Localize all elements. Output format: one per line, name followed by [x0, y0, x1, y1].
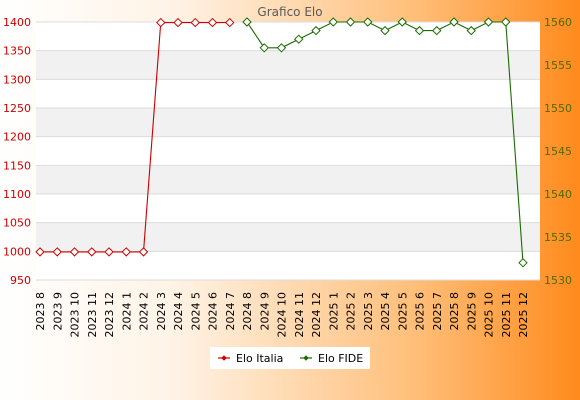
x-tick-label: 2024 11 — [293, 292, 306, 338]
x-tick-label: 2023 9 — [51, 292, 64, 331]
x-tick-label: 2025 8 — [448, 292, 461, 331]
x-tick-label: 2024 3 — [155, 292, 168, 331]
x-tick-label: 2023 11 — [86, 292, 99, 338]
x-tick-label: 2025 6 — [414, 292, 427, 331]
data-point — [483, 17, 494, 27]
left-tick-label: 1250 — [3, 102, 31, 115]
left-tick-label: 950 — [10, 274, 31, 287]
grid-band — [36, 165, 540, 194]
grid-band — [36, 194, 540, 223]
x-tick-label: 2025 3 — [362, 292, 375, 331]
right-tick-label: 1560 — [544, 16, 572, 29]
right-tick-label: 1535 — [544, 231, 572, 244]
right-tick-label: 1530 — [544, 274, 572, 287]
legend-marker — [221, 355, 227, 361]
data-point — [518, 258, 528, 268]
x-tick-label: 2023 12 — [103, 292, 116, 338]
x-tick-label: 2023 8 — [34, 292, 47, 331]
grid-band — [36, 222, 540, 252]
x-tick-label: 2024 8 — [241, 292, 254, 331]
x-tick-label: 2025 2 — [345, 292, 358, 331]
left-tick-label: 1100 — [3, 188, 31, 201]
x-tick-label: 2024 6 — [207, 292, 220, 331]
legend: Elo Italia Elo FIDE — [210, 347, 370, 369]
data-point — [104, 247, 114, 257]
left-tick-label: 1300 — [3, 73, 31, 86]
chart-title: Grafico Elo — [257, 5, 322, 19]
x-tick-label: 2025 9 — [465, 292, 478, 331]
data-point — [432, 25, 442, 36]
data-point — [87, 247, 97, 257]
legend-box — [210, 347, 370, 369]
x-tick-label: 2023 10 — [69, 292, 82, 338]
data-point — [242, 17, 252, 27]
grid-band — [36, 50, 540, 80]
data-point — [35, 247, 45, 257]
left-tick-label: 1350 — [3, 45, 31, 58]
data-point — [414, 25, 425, 36]
grid-band — [36, 22, 540, 51]
data-point — [466, 25, 476, 36]
data-point — [259, 43, 269, 53]
left-tick-label: 1000 — [3, 245, 31, 258]
x-tick-label: 2024 12 — [310, 292, 323, 338]
x-tick-label: 2024 5 — [189, 292, 202, 331]
data-point — [52, 247, 62, 257]
data-point — [138, 247, 149, 257]
data-point — [380, 25, 390, 36]
x-tick-label: 2024 9 — [258, 292, 271, 331]
data-point — [69, 247, 80, 257]
data-point — [207, 17, 218, 28]
data-point — [190, 17, 200, 28]
x-tick-label: 2025 7 — [431, 292, 444, 331]
data-point — [363, 17, 373, 27]
grid-band — [36, 136, 540, 166]
grid-band — [36, 79, 540, 108]
legend-label: Elo FIDE — [318, 352, 363, 365]
left-tick-label: 1200 — [3, 131, 31, 144]
data-point — [345, 17, 356, 27]
grid-band — [36, 251, 540, 280]
data-point — [173, 17, 183, 28]
grid-band — [36, 108, 540, 137]
grid-bands — [36, 22, 540, 280]
right-tick-label: 1550 — [544, 102, 572, 115]
data-point — [276, 43, 287, 53]
x-tick-label: 2025 10 — [483, 292, 496, 338]
x-tick-label: 2024 10 — [276, 292, 289, 338]
x-tick-label: 2025 12 — [517, 292, 530, 338]
right-tick-label: 1540 — [544, 188, 572, 201]
data-point — [311, 25, 321, 36]
x-tick-label: 2025 11 — [500, 292, 513, 338]
data-point — [328, 17, 338, 27]
legend-marker — [303, 355, 309, 361]
data-point — [225, 17, 235, 28]
legend-label: Elo Italia — [236, 352, 283, 365]
data-point — [397, 17, 407, 27]
x-tick-label: 2024 2 — [138, 292, 151, 331]
x-tick-label: 2024 1 — [120, 292, 133, 331]
x-tick-label: 2025 1 — [327, 292, 340, 331]
left-axis: 950 1000 1050 1100 1150 1200 1250 1300 1350 1400 — [3, 16, 31, 287]
left-tick-label: 1150 — [3, 159, 31, 172]
data-point — [156, 17, 166, 28]
data-point — [294, 34, 304, 44]
data-point — [121, 247, 131, 257]
data-point — [449, 17, 459, 27]
x-tick-label: 2025 5 — [396, 292, 409, 331]
right-tick-label: 1545 — [544, 145, 572, 158]
left-tick-label: 1400 — [3, 16, 31, 29]
x-tick-label: 2024 4 — [172, 292, 185, 331]
x-tick-label: 2025 4 — [379, 292, 392, 331]
data-point — [501, 17, 511, 27]
left-tick-label: 1050 — [3, 217, 31, 230]
right-axis: 1530 1535 1540 1545 1550 1555 1560 — [544, 16, 572, 287]
series-layer — [35, 17, 528, 268]
x-tick-label: 2024 7 — [224, 292, 237, 331]
right-tick-label: 1555 — [544, 59, 572, 72]
